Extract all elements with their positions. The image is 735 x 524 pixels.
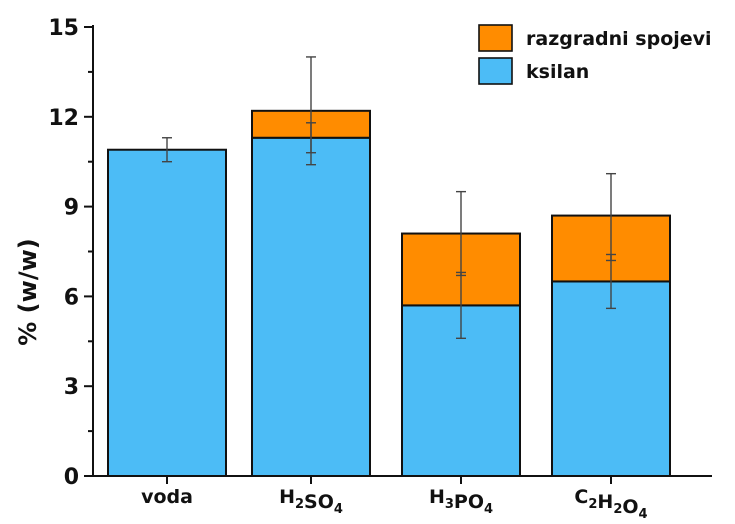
legend-swatch-razgradni-spojevi (478, 24, 513, 52)
x-tick-label: voda (141, 486, 193, 508)
y-axis-title: % (w/w) (14, 238, 42, 345)
y-tick-label: 12 (48, 106, 79, 131)
legend-swatch-ksilan (478, 57, 513, 85)
legend: razgradni spojevi ksilan (478, 24, 712, 85)
y-tick-label: 6 (64, 285, 79, 310)
bars (107, 109, 671, 478)
y-axis: 0 3 6 9 12 15 (48, 16, 94, 490)
bar-ksilan-H2SO4 (251, 136, 371, 477)
y-tick-label: 3 (64, 375, 79, 400)
y-tick-label: 15 (48, 16, 79, 41)
x-tick-label: H2SO4 (279, 486, 343, 517)
y-tick-label: 9 (64, 196, 79, 221)
legend-label-ksilan: ksilan (526, 61, 589, 83)
y-tick-label: 0 (64, 465, 79, 490)
x-tick-label: C2H2O4 (574, 486, 647, 522)
x-tick-label: H3PO4 (429, 486, 493, 517)
error-bars (162, 56, 616, 340)
x-axis: voda H2SO4 H3PO4 C2H2O4 (93, 475, 712, 522)
legend-label-razgradni-spojevi: razgradni spojevi (526, 28, 712, 50)
bar-ksilan-voda (107, 148, 227, 478)
bar-ksilan-C2H2O4 (551, 280, 671, 477)
